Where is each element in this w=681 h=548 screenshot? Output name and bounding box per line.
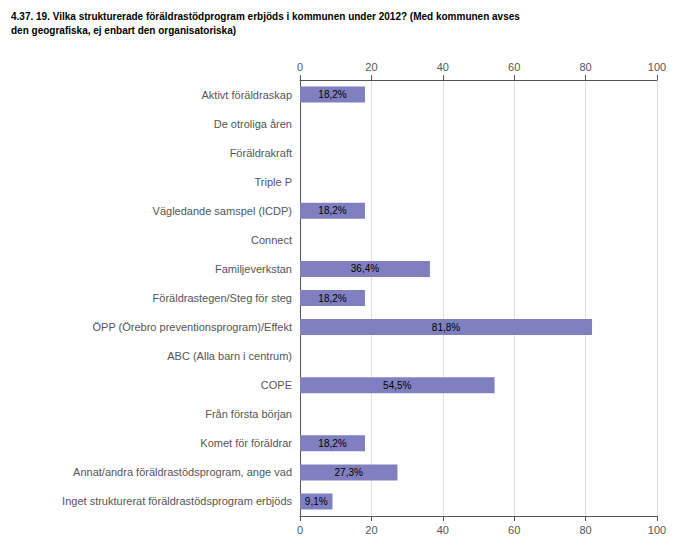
svg-text:18,2%: 18,2% (318, 89, 346, 100)
svg-text:Triple P: Triple P (255, 176, 293, 188)
svg-text:ÖPP (Örebro preventionsprogram: ÖPP (Örebro preventionsprogram)/Effekt (92, 321, 292, 333)
svg-text:80: 80 (579, 524, 591, 536)
svg-text:80: 80 (579, 61, 591, 73)
svg-text:0: 0 (297, 524, 303, 536)
svg-text:60: 60 (508, 524, 520, 536)
svg-text:Föräldrakraft: Föräldrakraft (230, 147, 292, 159)
svg-text:18,2%: 18,2% (318, 205, 346, 216)
svg-text:54,5%: 54,5% (383, 380, 411, 391)
svg-text:27,3%: 27,3% (335, 467, 363, 478)
svg-text:Connect: Connect (251, 234, 292, 246)
svg-text:60: 60 (508, 61, 520, 73)
svg-text:20: 20 (365, 524, 377, 536)
svg-text:den geografiska, ej enbart den: den geografiska, ej enbart den organisat… (11, 25, 236, 36)
svg-text:100: 100 (648, 61, 666, 73)
svg-text:40: 40 (437, 524, 449, 536)
svg-text:9,1%: 9,1% (305, 496, 328, 507)
svg-text:0: 0 (297, 61, 303, 73)
svg-text:COPE: COPE (261, 379, 292, 391)
svg-text:36,4%: 36,4% (351, 263, 379, 274)
svg-text:100: 100 (648, 524, 666, 536)
svg-text:20: 20 (365, 61, 377, 73)
svg-text:Vägledande samspel (ICDP): Vägledande samspel (ICDP) (153, 205, 292, 217)
svg-text:81,8%: 81,8% (432, 322, 460, 333)
svg-text:Inget strukturerat föräldrastö: Inget strukturerat föräldrastödsprogram … (62, 495, 292, 507)
svg-text:40: 40 (437, 61, 449, 73)
svg-text:ABC (Alla barn i centrum): ABC (Alla barn i centrum) (167, 350, 292, 362)
svg-text:4.37. 19. Vilka strukturerade: 4.37. 19. Vilka strukturerade föräldrast… (11, 11, 520, 22)
svg-text:Föräldrastegen/Steg för steg: Föräldrastegen/Steg för steg (153, 292, 292, 304)
svg-text:Annat/andra föräldrastödsprogr: Annat/andra föräldrastödsprogram, ange v… (73, 466, 292, 478)
svg-text:18,2%: 18,2% (318, 438, 346, 449)
svg-text:De otroliga åren: De otroliga åren (214, 118, 292, 130)
svg-text:Komet för föräldrar: Komet för föräldrar (200, 437, 292, 449)
svg-text:Från första början: Från första början (205, 408, 292, 420)
svg-text:Aktivt föräldraskap: Aktivt föräldraskap (202, 89, 292, 101)
svg-text:18,2%: 18,2% (318, 293, 346, 304)
svg-text:Familjeverkstan: Familjeverkstan (215, 263, 292, 275)
